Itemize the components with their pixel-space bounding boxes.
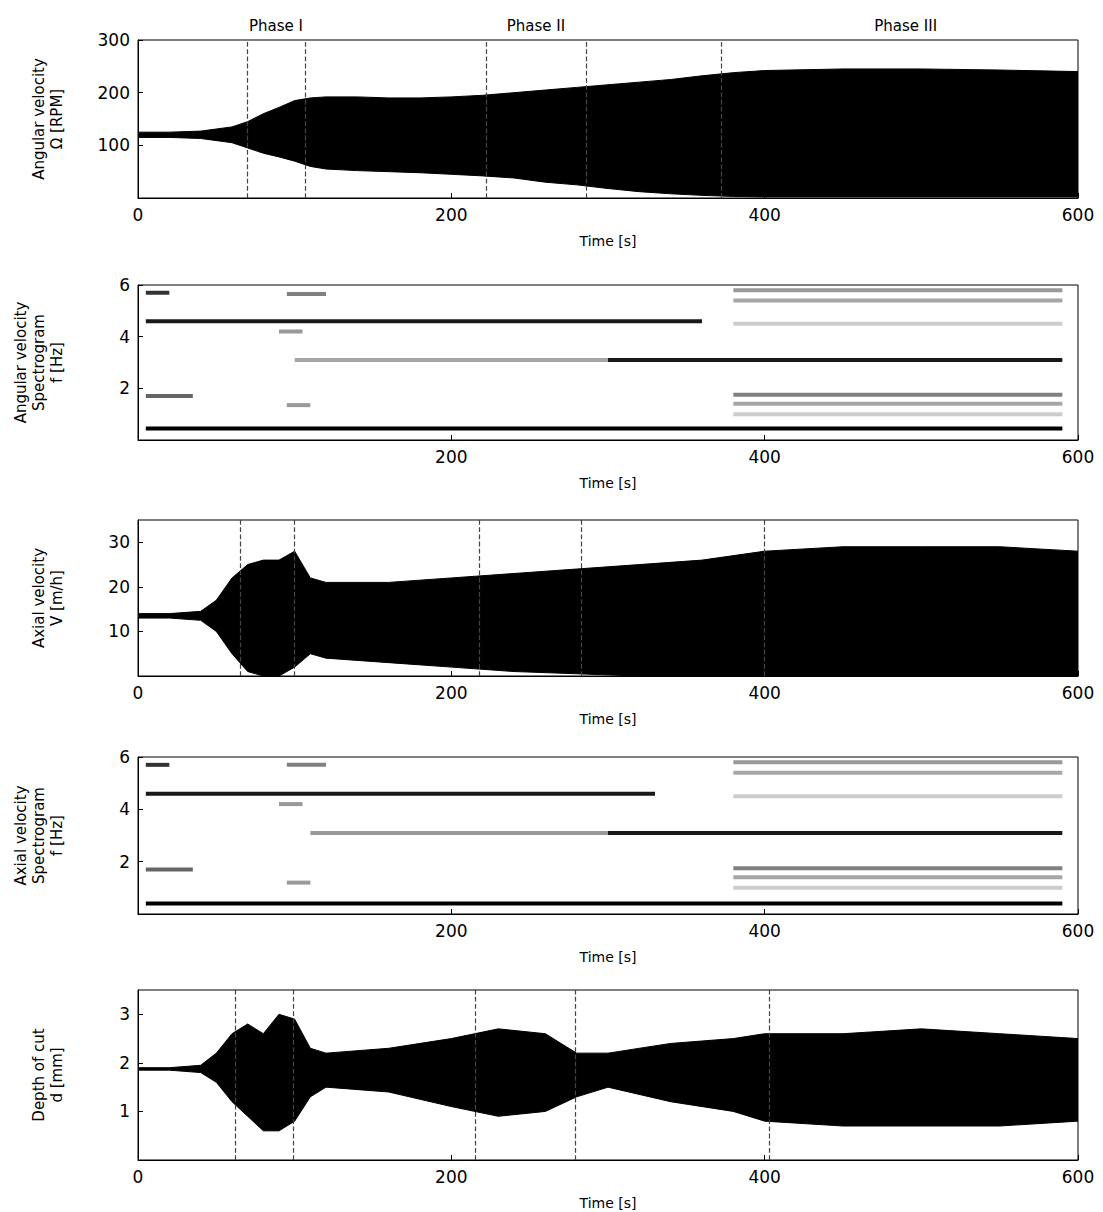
svg-text:200: 200 xyxy=(435,1167,467,1187)
svg-text:2: 2 xyxy=(119,1053,130,1073)
svg-text:Depth of cut: Depth of cut xyxy=(30,1028,48,1121)
svg-text:200: 200 xyxy=(435,205,467,225)
svg-text:4: 4 xyxy=(119,327,130,347)
svg-text:Axial velocity: Axial velocity xyxy=(12,785,30,885)
svg-text:Time [s]: Time [s] xyxy=(579,475,637,491)
svg-text:d [mm]: d [mm] xyxy=(48,1047,66,1102)
svg-text:100: 100 xyxy=(98,135,130,155)
svg-text:600: 600 xyxy=(1062,205,1094,225)
svg-text:4: 4 xyxy=(119,799,130,819)
svg-text:Time [s]: Time [s] xyxy=(579,949,637,965)
svg-text:0: 0 xyxy=(133,683,144,703)
svg-text:2: 2 xyxy=(119,378,130,398)
svg-text:200: 200 xyxy=(435,921,467,941)
svg-text:400: 400 xyxy=(748,447,780,467)
svg-text:400: 400 xyxy=(748,921,780,941)
svg-text:20: 20 xyxy=(108,577,130,597)
svg-text:Phase III: Phase III xyxy=(874,17,937,35)
svg-text:10: 10 xyxy=(108,621,130,641)
svg-text:Phase II: Phase II xyxy=(507,17,565,35)
svg-text:200: 200 xyxy=(435,683,467,703)
svg-text:Angular velocity: Angular velocity xyxy=(12,302,30,424)
svg-text:2: 2 xyxy=(119,852,130,872)
svg-text:30: 30 xyxy=(108,532,130,552)
svg-text:Axial velocity: Axial velocity xyxy=(30,548,48,648)
svg-text:Time [s]: Time [s] xyxy=(579,233,637,249)
svg-text:f [Hz]: f [Hz] xyxy=(48,815,66,856)
svg-text:1: 1 xyxy=(119,1101,130,1121)
svg-text:Ω [RPM]: Ω [RPM] xyxy=(48,89,66,149)
svg-text:6: 6 xyxy=(119,275,130,295)
svg-text:400: 400 xyxy=(748,1167,780,1187)
svg-text:Time [s]: Time [s] xyxy=(579,711,637,727)
svg-text:600: 600 xyxy=(1062,1167,1094,1187)
svg-text:V [m/h]: V [m/h] xyxy=(48,570,66,626)
svg-text:400: 400 xyxy=(748,205,780,225)
svg-text:600: 600 xyxy=(1062,683,1094,703)
svg-text:6: 6 xyxy=(119,747,130,767)
svg-text:Phase I: Phase I xyxy=(249,17,303,35)
svg-text:Spectrogram: Spectrogram xyxy=(30,314,48,411)
svg-text:200: 200 xyxy=(98,83,130,103)
svg-text:Angular velocity: Angular velocity xyxy=(30,58,48,180)
svg-text:300: 300 xyxy=(98,30,130,50)
svg-text:Spectrogram: Spectrogram xyxy=(30,787,48,884)
svg-text:600: 600 xyxy=(1062,921,1094,941)
svg-text:200: 200 xyxy=(435,447,467,467)
svg-text:f [Hz]: f [Hz] xyxy=(48,342,66,383)
svg-text:Time [s]: Time [s] xyxy=(579,1195,637,1211)
svg-text:3: 3 xyxy=(119,1004,130,1024)
svg-text:0: 0 xyxy=(133,205,144,225)
svg-text:0: 0 xyxy=(133,1167,144,1187)
svg-text:600: 600 xyxy=(1062,447,1094,467)
svg-text:400: 400 xyxy=(748,683,780,703)
